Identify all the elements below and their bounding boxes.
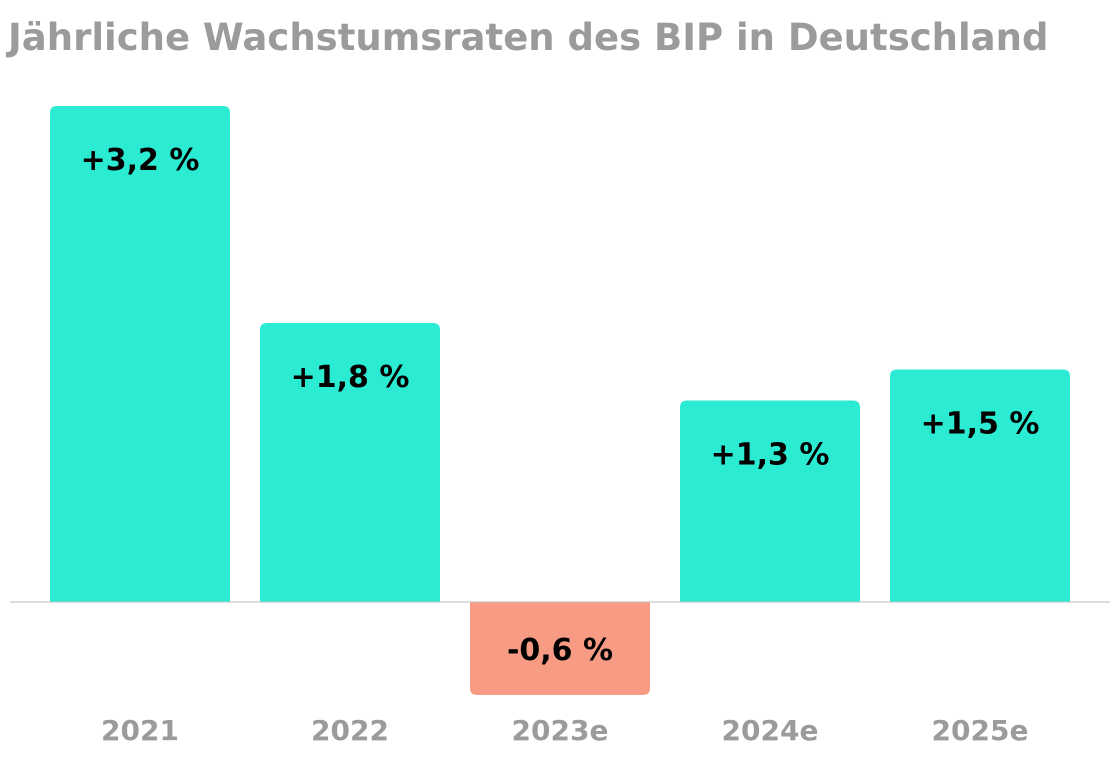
x-tick-label-2021: 2021 (101, 714, 179, 747)
x-tick-label-2024e: 2024e (722, 714, 819, 747)
data-label-2024e: +1,3 % (711, 438, 830, 473)
bar-2023e (470, 602, 650, 695)
data-label-2025e: +1,5 % (921, 407, 1040, 442)
x-tick-label-2022: 2022 (311, 714, 389, 747)
chart-title: Jährliche Wachstumsraten des BIP in Deut… (8, 16, 1049, 59)
x-tick-label-2023e: 2023e (512, 714, 609, 747)
data-label-2021: +3,2 % (81, 143, 200, 178)
data-label-2022: +1,8 % (291, 360, 410, 395)
x-tick-label-2025e: 2025e (932, 714, 1029, 747)
bar-2022 (260, 323, 440, 602)
bar-2024e (680, 400, 860, 602)
bar-2021 (50, 106, 230, 602)
bar-2025e (890, 369, 1070, 602)
data-label-2023e: -0,6 % (507, 633, 613, 668)
